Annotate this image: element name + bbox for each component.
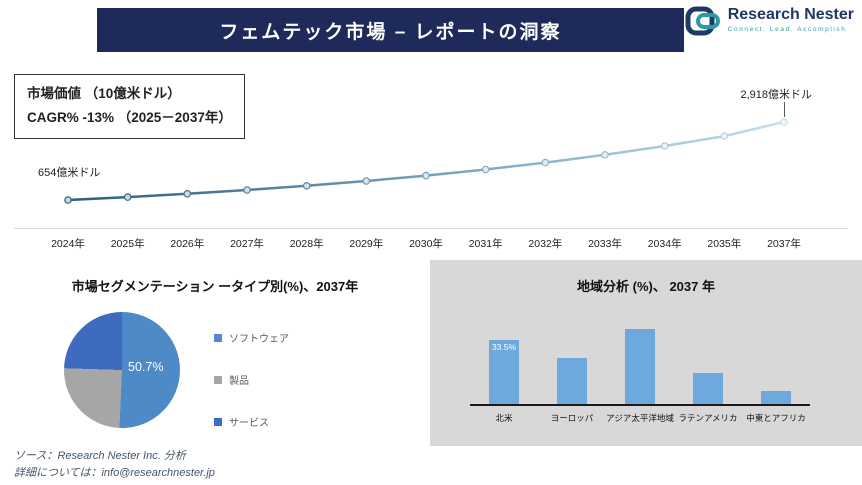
pie-chart-title: 市場セグメンテーション ータイプ別(%)、2037年 xyxy=(71,279,359,294)
research-nester-logo: Research Nester Connect. Lead. Accomplis… xyxy=(684,6,854,41)
contact-line: 詳細については：info@researchnester.jp xyxy=(14,466,215,479)
year-label: 2030年 xyxy=(409,238,443,250)
pie-data-label: 50.7% xyxy=(128,360,164,374)
logo-name: Research Nester xyxy=(727,6,854,23)
legend-swatch xyxy=(214,375,222,384)
x-axis-rule xyxy=(14,228,848,229)
bar-category-label: 北米 xyxy=(495,413,513,423)
legend-item: 製品 xyxy=(214,372,289,387)
bottom-charts: 市場セグメンテーション ータイプ別(%)、2037年 50.7% ソフトウェア製… xyxy=(0,260,862,446)
year-label: 2028年 xyxy=(289,238,324,250)
year-label: 2031年 xyxy=(468,238,503,250)
bar xyxy=(557,358,587,404)
legend-swatch xyxy=(214,333,222,342)
bar-column xyxy=(538,358,606,404)
market-value-line-chart: 市場価値 （10億米ドル） CAGR% -13% （2025－2037年） 65… xyxy=(0,60,862,260)
source-footer: ソース：Research Nester Inc. 分析 詳細については：info… xyxy=(14,448,215,481)
line-end-value: 2,918億米ドル xyxy=(740,89,812,101)
legend-item: サービス xyxy=(214,414,289,429)
bar-category-label: ラテンアメリカ xyxy=(678,413,738,423)
segmentation-pie-panel: 市場セグメンテーション ータイプ別(%)、2037年 50.7% ソフトウェア製… xyxy=(0,260,430,446)
year-label: 2026年 xyxy=(170,238,205,250)
segmentation-pie-chart xyxy=(64,312,180,428)
bar-data-label: 33.5% xyxy=(491,342,517,352)
line-start-value: 654億米ドル xyxy=(38,167,101,179)
bar xyxy=(693,373,723,404)
year-label: 2024年 xyxy=(51,238,85,250)
legend-label: サービス xyxy=(229,418,269,429)
research-nester-logo-icon xyxy=(684,6,722,41)
year-label: 2032年 xyxy=(528,238,563,250)
legend-label: 製品 xyxy=(229,376,249,387)
bar-chart-title: 地域分析 (%)、 2037 年 xyxy=(577,279,715,294)
source-line: ソース：Research Nester Inc. 分析 xyxy=(14,450,186,462)
bar-column xyxy=(606,329,674,404)
year-label: 2027年 xyxy=(230,238,264,250)
bar-column xyxy=(742,391,810,404)
bar-category-labels: 北米 ヨーロッパ アジア太平洋地域 ラテンアメリカ 中東とアフリカ xyxy=(470,408,810,424)
bar-category-label: 中東とアフリカ xyxy=(746,413,806,423)
logo-tagline: Connect. Lead. Accomplish xyxy=(727,25,847,33)
legend-item: ソフトウェア xyxy=(214,330,289,345)
regional-bar-chart: 33.5% xyxy=(470,304,810,406)
legend-swatch xyxy=(214,417,222,426)
page-title: フェムテック市場 – レポートの洞察 xyxy=(97,8,684,52)
cagr-label: CAGR% -13% （2025－2037年） xyxy=(27,110,232,126)
year-label: 2033年 xyxy=(588,238,622,250)
bar xyxy=(761,391,791,404)
year-label: 2034年 xyxy=(647,238,682,250)
x-axis-year-labels: 2024年 2025年 2026年 2027年 2028年 2029年 2030年 2031年… xyxy=(0,236,862,252)
header: フェムテック市場 – レポートの洞察 Research Nester Conne… xyxy=(0,0,862,60)
year-label: 2029年 xyxy=(349,238,384,250)
year-label: 2035年 xyxy=(707,238,742,250)
market-value-box: 市場価値 （10億米ドル） CAGR% -13% （2025－2037年） xyxy=(14,74,245,139)
market-value-label: 市場価値 （10億米ドル） xyxy=(27,86,181,101)
bar xyxy=(625,329,655,404)
bar-column xyxy=(674,373,742,404)
regional-analysis-panel: 地域分析 (%)、 2037 年 33.5% 北米 ヨーロッパ アジア太平洋地域 ラテ… xyxy=(430,260,862,446)
bar-category-label: ヨーロッパ xyxy=(550,413,594,423)
legend-label: ソフトウェア xyxy=(229,334,289,345)
pie-legend: ソフトウェア 製品サービス xyxy=(214,330,289,429)
line-chart-svg xyxy=(64,118,788,204)
bar: 33.5% xyxy=(489,340,519,404)
year-label: 2037年 xyxy=(767,238,801,250)
bar-column: 33.5% xyxy=(470,340,538,404)
bar-category-label: アジア太平洋地域 xyxy=(606,413,674,423)
end-value-leader-line xyxy=(784,102,785,117)
year-label: 2025年 xyxy=(110,238,145,250)
